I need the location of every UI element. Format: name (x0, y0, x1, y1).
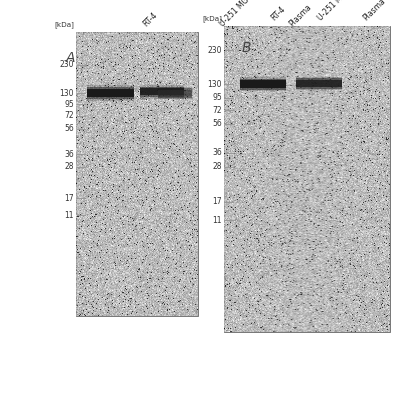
Bar (140, 85, 184, 88)
Bar (296, 76, 342, 80)
Bar (240, 80, 286, 88)
Text: 56: 56 (64, 124, 74, 133)
Text: U-251 MG: U-251 MG (316, 0, 348, 22)
Text: RT-4: RT-4 (270, 4, 288, 22)
Bar (158, 96, 192, 99)
Text: 11: 11 (212, 216, 222, 225)
Text: 130: 130 (208, 80, 222, 89)
Text: 130: 130 (60, 88, 74, 98)
Text: 230: 230 (208, 46, 222, 55)
Bar (296, 87, 342, 90)
Text: Plasma: Plasma (288, 2, 314, 28)
Text: U-251 MG: U-251 MG (218, 0, 250, 28)
Bar (158, 87, 192, 90)
Bar (158, 88, 192, 90)
Bar (224, 26, 390, 332)
Text: 56: 56 (212, 120, 222, 128)
Text: [kDa]: [kDa] (54, 21, 74, 28)
Bar (140, 88, 184, 96)
Text: 17: 17 (212, 198, 222, 206)
Text: 230: 230 (60, 60, 74, 69)
Bar (87, 89, 134, 98)
Text: 17: 17 (64, 194, 74, 203)
Bar (87, 86, 134, 89)
Text: [kDa]: [kDa] (202, 15, 222, 22)
Bar (240, 88, 286, 91)
Text: A: A (65, 51, 75, 65)
Bar (158, 96, 192, 98)
Bar (240, 77, 286, 80)
Bar (296, 78, 342, 80)
Text: 36: 36 (64, 150, 74, 159)
Text: RT-4: RT-4 (142, 10, 160, 28)
Bar (158, 90, 192, 96)
Bar (240, 78, 286, 80)
Bar (240, 88, 286, 90)
Bar (296, 87, 342, 88)
Text: 95: 95 (64, 100, 74, 109)
Text: 28: 28 (212, 162, 222, 171)
Bar (87, 98, 134, 101)
Bar (296, 80, 342, 87)
Bar (76, 32, 198, 316)
Text: 72: 72 (64, 111, 74, 120)
Text: 36: 36 (212, 148, 222, 158)
Text: 11: 11 (64, 211, 74, 220)
Text: 28: 28 (64, 162, 74, 171)
Text: 72: 72 (212, 106, 222, 115)
Text: B: B (241, 41, 251, 55)
Bar (140, 96, 184, 97)
Bar (140, 87, 184, 88)
Text: Plasma: Plasma (362, 0, 388, 22)
Bar (87, 87, 134, 89)
Bar (87, 98, 134, 99)
Bar (140, 96, 184, 99)
Text: 95: 95 (212, 94, 222, 102)
